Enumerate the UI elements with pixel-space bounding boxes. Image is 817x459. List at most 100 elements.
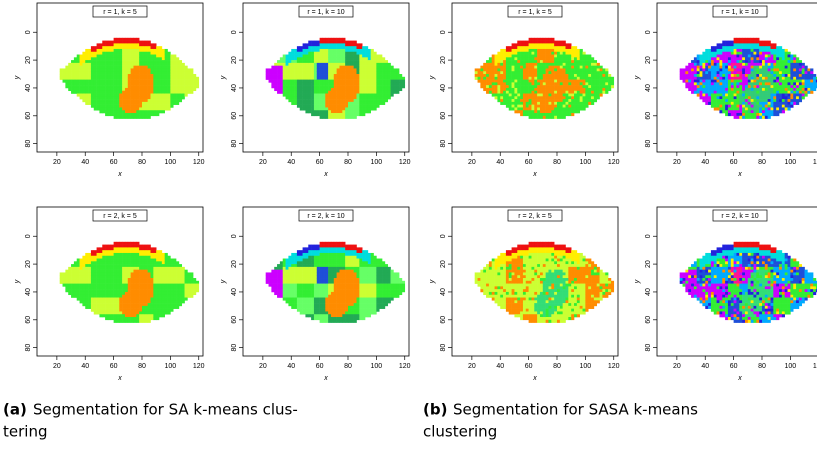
- pixel: [184, 68, 188, 72]
- pixel: [147, 104, 151, 108]
- pixel: [531, 48, 535, 53]
- pixel: [793, 96, 797, 100]
- pixel: [761, 40, 766, 44]
- pixel: [736, 79, 740, 83]
- pixel: [296, 79, 301, 83]
- pixel: [722, 48, 726, 53]
- pixel: [362, 87, 366, 92]
- pixel: [350, 74, 354, 78]
- pixel: [279, 65, 284, 69]
- pixel: [119, 278, 123, 282]
- pixel: [585, 74, 589, 78]
- pixel: [556, 71, 561, 75]
- pixel: [554, 48, 558, 53]
- pixel: [130, 51, 134, 55]
- pixel: [136, 87, 140, 92]
- pixel: [305, 101, 309, 105]
- pixel: [781, 96, 785, 100]
- pixel: [742, 68, 746, 72]
- pixel: [579, 62, 583, 66]
- pixel: [136, 104, 140, 108]
- pixel: [124, 74, 129, 78]
- pixel: [178, 85, 183, 89]
- pixel: [85, 280, 89, 284]
- pixel: [365, 79, 369, 83]
- pixel: [582, 68, 586, 72]
- pixel: [365, 85, 369, 89]
- pixel: [164, 252, 168, 257]
- pixel: [288, 82, 292, 86]
- pixel: [161, 110, 165, 114]
- pixel: [747, 68, 751, 72]
- pixel: [365, 71, 369, 75]
- pixel: [350, 60, 354, 64]
- pixel: [139, 90, 143, 94]
- pixel: [488, 57, 493, 61]
- pixel: [90, 104, 95, 108]
- pixel: [779, 104, 783, 108]
- pixel: [82, 275, 86, 279]
- pixel: [136, 317, 140, 321]
- pixel: [770, 46, 774, 50]
- pixel: [784, 62, 788, 66]
- pixel: [88, 305, 92, 309]
- pixel: [356, 48, 360, 53]
- pixel: [313, 79, 318, 83]
- pixel: [330, 60, 335, 64]
- pixel: [90, 87, 95, 92]
- pixel: [776, 60, 780, 64]
- pixel: [161, 48, 165, 53]
- pixel: [576, 101, 580, 105]
- pixel: [107, 107, 112, 111]
- pixel: [387, 65, 391, 69]
- pixel: [62, 280, 66, 284]
- pixel: [141, 303, 146, 307]
- pixel: [710, 96, 715, 100]
- pixel: [302, 54, 306, 58]
- pixel: [393, 85, 397, 89]
- pixel: [156, 46, 160, 50]
- pixel: [105, 308, 109, 312]
- pixel: [531, 87, 535, 92]
- pixel: [761, 79, 766, 83]
- pixel: [359, 93, 363, 97]
- pixel: [722, 90, 726, 94]
- pixel: [508, 107, 512, 111]
- pixel: [531, 110, 535, 114]
- pixel: [176, 99, 180, 103]
- pixel: [96, 308, 100, 312]
- pixel: [362, 46, 366, 50]
- pixel: [122, 74, 126, 78]
- pixel: [727, 99, 732, 103]
- pixel: [744, 74, 749, 78]
- pixel: [500, 68, 504, 72]
- pixel: [813, 87, 817, 92]
- pixel: [517, 87, 521, 92]
- pixel: [139, 62, 143, 66]
- pixel: [85, 79, 89, 83]
- pixel: [554, 71, 558, 75]
- pixel: [322, 43, 326, 47]
- pixel: [88, 286, 92, 290]
- pixel: [110, 250, 114, 254]
- pixel: [719, 101, 723, 105]
- pixel: [534, 37, 538, 41]
- pixel: [548, 46, 552, 50]
- pixel: [122, 96, 126, 100]
- pixel: [90, 57, 95, 61]
- pixel: [133, 275, 137, 279]
- pixel: [500, 54, 504, 58]
- pixel: [107, 57, 112, 61]
- pixel: [107, 297, 112, 301]
- pixel: [382, 85, 386, 89]
- pixel: [787, 71, 791, 75]
- pixel: [116, 57, 120, 61]
- pixel: [147, 115, 151, 119]
- pixel: [342, 62, 346, 66]
- pixel: [525, 46, 529, 50]
- pixel: [517, 51, 521, 55]
- pixel: [542, 46, 546, 50]
- pixel: [339, 79, 343, 83]
- pixel: [744, 68, 749, 72]
- pixel: [133, 289, 137, 293]
